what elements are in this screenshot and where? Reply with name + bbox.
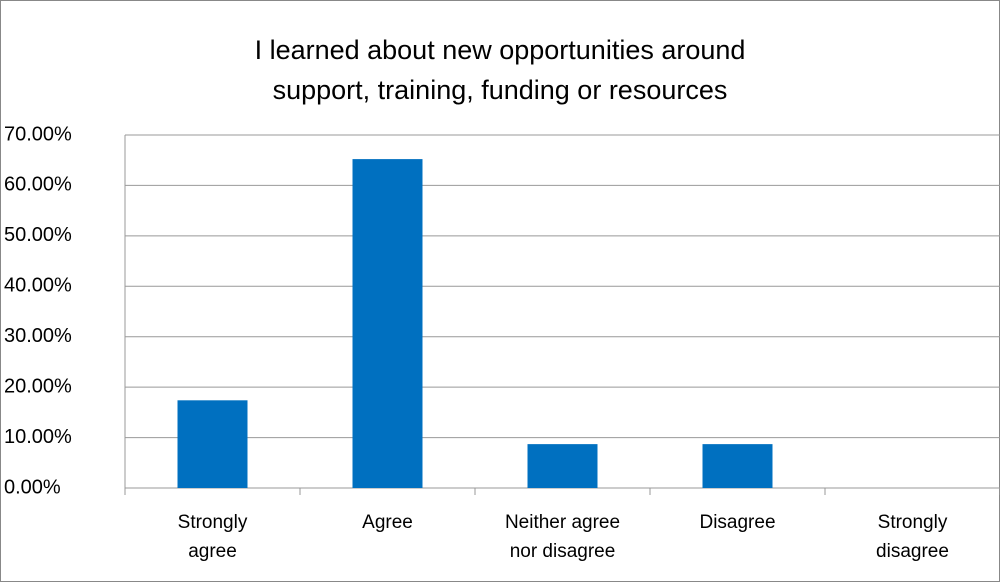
bar [527, 444, 598, 488]
x-tick-label: Neither agree nor disagree [504, 512, 621, 562]
x-tick-label: Agree [362, 512, 413, 533]
y-tick-label: 50.00% [4, 224, 72, 246]
chart-title: I learned about new opportunities around… [254, 35, 746, 105]
y-tick-label: 60.00% [4, 174, 72, 196]
y-tick-label: 0.00% [4, 476, 61, 498]
y-tick-label: 70.00% [4, 123, 72, 145]
x-tick-label: Disagree [699, 512, 776, 533]
y-tick-label: 40.00% [4, 275, 72, 297]
y-tick-label: 10.00% [4, 426, 72, 448]
bar [352, 159, 423, 488]
x-tick-label: Strongly agree [177, 512, 248, 562]
y-tick-label: 30.00% [4, 325, 72, 347]
bar [177, 400, 248, 488]
x-tick-label: Strongly disagree [876, 512, 949, 562]
bar [702, 444, 773, 488]
y-tick-label: 20.00% [4, 375, 72, 397]
